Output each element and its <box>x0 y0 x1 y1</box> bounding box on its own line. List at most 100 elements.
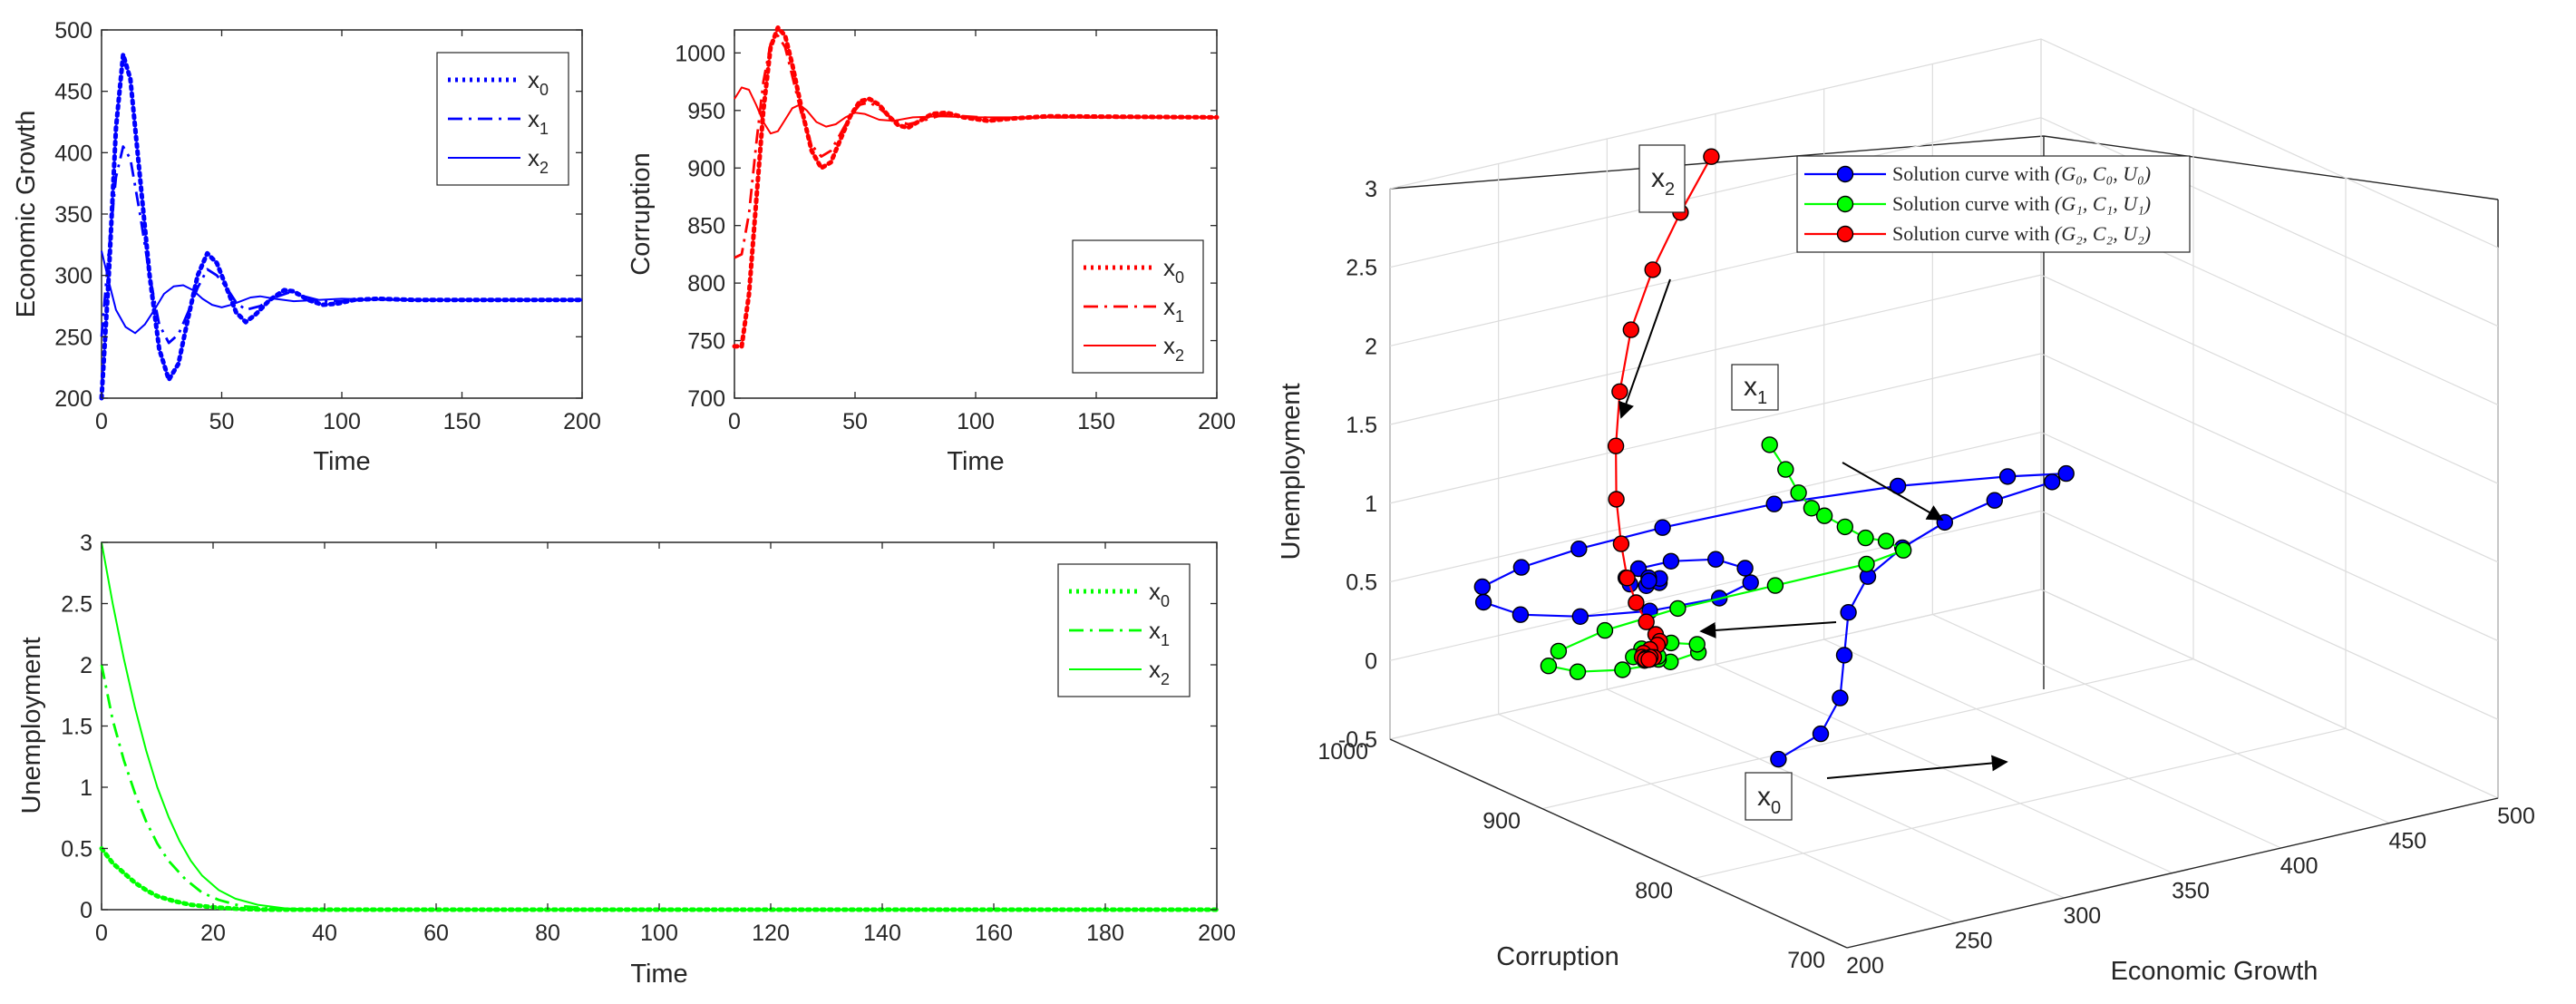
growth-ytick-label: 300 <box>54 264 92 289</box>
corruption-ylabel: Corruption <box>627 152 656 275</box>
corruption-legend-label: x0 <box>1163 254 1184 287</box>
phase-3d-ytick-label: 800 <box>1635 878 1673 903</box>
curve-0-marker <box>1571 608 1589 625</box>
corruption-xtick-label: 0 <box>728 409 741 434</box>
grid-c-line <box>1694 178 2347 879</box>
arrow-x2 <box>1618 278 1671 419</box>
label-x2-text: x2 <box>1651 163 1675 200</box>
curve-0-line <box>1481 473 2067 761</box>
unemployment-plot-area <box>101 541 1218 911</box>
curve-0-marker <box>1936 513 1954 531</box>
unemployment-series-layer <box>99 541 1220 912</box>
unemployment-ytick-label: 1 <box>80 775 92 801</box>
curve-2-marker <box>1644 261 1661 278</box>
curve-2-marker <box>1703 148 1720 165</box>
label-x0-annotation: x0 <box>1745 772 1793 821</box>
phase-3d-chart: -0.5 0 0.5 1 1.5 2 2.5 3 200 250 300 350 400 450 500 70… <box>1277 38 2535 986</box>
curve-2-marker <box>1607 437 1625 454</box>
curve-1-marker <box>1877 532 1895 550</box>
growth-series-x1 <box>100 145 582 345</box>
curve-2-marker <box>1640 651 1657 668</box>
unemployment-xlabel: Time <box>630 960 687 989</box>
growth-legend-label: x1 <box>528 105 549 138</box>
phase-3d-legend-marker <box>1836 195 1854 213</box>
phase-3d-ztick-label: 2.5 <box>1346 256 1377 281</box>
curve-0-marker <box>1832 689 1849 707</box>
unemployment-series-x2 <box>101 541 1217 911</box>
growth-legend: x0 x1 x2 <box>436 52 569 186</box>
phase-3d-ztick-label: 3 <box>1365 177 1377 202</box>
corruption-xtick-label: 200 <box>1198 409 1236 434</box>
curve-0-marker <box>1512 606 1530 623</box>
curve-0-marker <box>1736 560 1754 577</box>
phase-3d-legend-marker <box>1836 165 1854 183</box>
curve-1-marker <box>1614 661 1631 678</box>
unemployment-ytick-label: 3 <box>80 531 92 556</box>
phase-3d-legend: Solution curve with (G₀, C₀, U₀) Solution… <box>1796 155 2191 253</box>
curve-1-marker <box>1858 555 1875 573</box>
growth-ytick-label: 450 <box>54 80 92 105</box>
phase-3d-legend-label: Solution curve with (G₁, C₁, U₁) <box>1892 192 2151 215</box>
curve-0-marker <box>1840 604 1857 621</box>
curve-0-marker <box>2043 473 2061 491</box>
curve-2-marker <box>1612 535 1630 552</box>
unemployment-ytick-label: 1.5 <box>61 715 92 740</box>
curve-0-marker <box>1473 578 1492 596</box>
unemployment-xtick-label: 60 <box>423 921 449 946</box>
arrow-x1-right <box>1842 462 1944 521</box>
curve-1-marker <box>1777 461 1794 478</box>
unemployment-xtick-label: 40 <box>312 921 337 946</box>
growth-xtick-label: 150 <box>443 409 481 434</box>
unemployment-xtick-label: 160 <box>975 921 1013 946</box>
growth-series-x2 <box>101 250 582 335</box>
curve-1-marker <box>1550 642 1568 660</box>
growth-ytick-label: 250 <box>54 325 92 350</box>
corruption-legend: x0 x1 x2 <box>1072 239 1204 374</box>
curve-0-marker <box>1770 750 1787 768</box>
unemployment-legend-label: x1 <box>1149 617 1170 649</box>
curve-2-marker <box>1611 383 1628 400</box>
growth-ylabel: Economic Growth <box>12 111 41 318</box>
grid-g-line <box>1389 189 1848 949</box>
curve-1-marker <box>1790 484 1807 502</box>
growth-series-x0 <box>99 52 585 401</box>
unemployment-chart: 0 20 40 60 80 100 120 140 160 180 200 0 0.5 1 1.5 2 2.5 3… <box>17 531 1236 989</box>
unemployment-legend-label: x2 <box>1149 656 1170 688</box>
growth-legend-label: x0 <box>528 66 549 99</box>
phase-3d-xtick-label: 300 <box>2063 903 2101 929</box>
phase-3d-xlabel: Economic Growth <box>2111 957 2318 986</box>
phase-3d-xtick-label: 450 <box>2388 829 2426 854</box>
curve-0-marker <box>1765 495 1783 512</box>
growth-xtick-label: 50 <box>209 409 235 434</box>
label-x2-annotation: x2 <box>1638 144 1686 213</box>
unemployment-ytick-label: 0 <box>80 898 92 923</box>
growth-ytick-label: 500 <box>54 18 92 44</box>
curve-2-marker <box>1608 491 1625 508</box>
curve-0-marker <box>1654 519 1671 536</box>
curve-2-marker <box>1619 570 1636 587</box>
curve-1-marker <box>1669 599 1687 618</box>
curve-0-marker <box>1986 492 2004 509</box>
label-x1-annotation: x1 <box>1731 364 1779 411</box>
phase-3d-xtick-label: 200 <box>1846 953 1884 979</box>
arrow-x1-left <box>1699 621 1837 638</box>
curve-0-marker <box>1570 541 1588 558</box>
curve-2-marker <box>1638 613 1655 630</box>
label-x0-text: x0 <box>1757 782 1781 818</box>
curve-0-marker <box>1662 552 1680 570</box>
label-x2-name: x <box>1651 163 1665 193</box>
phase-3d-ytick-label: 700 <box>1787 948 1825 973</box>
curve-2-marker <box>1628 594 1645 611</box>
corruption-series-x2 <box>734 86 1217 135</box>
phase-3d-ticks: -0.5 0 0.5 1 1.5 2 2.5 3 200 250 300 350 400 450 500 70… <box>1317 177 2534 979</box>
corruption-ytick-label: 1000 <box>675 41 725 66</box>
growth-ytick-label: 400 <box>54 141 92 166</box>
corruption-legend-label: x2 <box>1163 332 1184 365</box>
unemployment-ytick-label: 0.5 <box>61 837 92 863</box>
growth-legend-label: x2 <box>528 144 549 177</box>
growth-chart: 0 50 100 150 200 200 250 300 350 400 450 500 Time E… <box>12 18 601 476</box>
corruption-ytick-label: 950 <box>687 99 725 124</box>
corruption-xlabel: Time <box>947 447 1004 476</box>
phase-3d-ytick-label: 900 <box>1482 809 1521 834</box>
